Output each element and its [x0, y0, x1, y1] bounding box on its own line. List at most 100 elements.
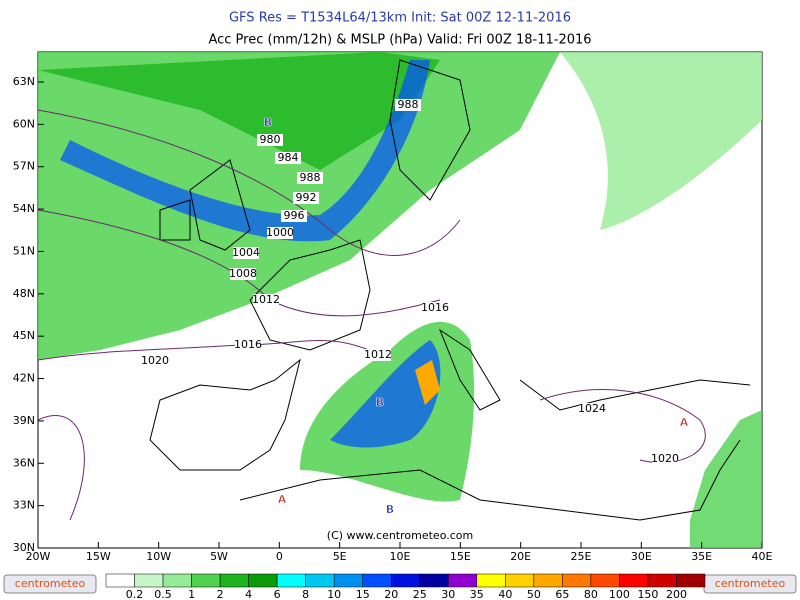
isobar-label: 996 — [284, 209, 305, 222]
colorbar-swatch — [134, 573, 164, 588]
isobar-label-bg — [293, 192, 319, 204]
colorbar-label: 25 — [413, 588, 427, 600]
isobar-label-bg — [142, 355, 168, 367]
colorbar-swatch — [162, 573, 192, 588]
precip-area — [690, 410, 762, 548]
colorbar-label: 1 — [188, 588, 195, 600]
isobar-label: 1020 — [651, 452, 679, 465]
map-area — [37, 51, 763, 549]
isobar-label-bg — [297, 172, 323, 184]
lat-label: 63N — [13, 75, 35, 88]
colorbar-label: 100 — [609, 588, 630, 600]
precip-area — [560, 52, 762, 230]
lon-label: 10E — [390, 550, 411, 563]
lon-label: 10W — [146, 550, 171, 563]
pressure-center: B — [386, 503, 394, 516]
colorbar-label: 40 — [498, 588, 512, 600]
colorbar-swatch — [533, 573, 563, 588]
colorbar-swatch — [390, 573, 421, 588]
isobar-label-bg — [579, 403, 605, 415]
lat-label: 51N — [13, 244, 35, 257]
logo-box — [3, 574, 97, 594]
header-line1: GFS Res = T1534L64/13km Init: Sat 00Z 12… — [229, 11, 571, 26]
isobar-label: 984 — [278, 151, 299, 164]
colorbar-label: 0.5 — [154, 588, 172, 600]
colorbar-swatch — [191, 573, 221, 588]
lat-label: 33N — [13, 499, 35, 512]
isobar-label: 1000 — [266, 226, 294, 239]
isobar-label: 1012 — [364, 348, 392, 361]
isobar-label-bg — [652, 453, 678, 465]
isobar-label-bg — [257, 134, 283, 146]
lat-label: 39N — [13, 414, 35, 427]
lon-label: 35E — [691, 550, 712, 563]
isobar-label-bg — [281, 210, 307, 222]
pressure-center: B — [376, 396, 384, 409]
colorbar-swatch — [676, 573, 706, 588]
colorbar-swatch — [219, 573, 249, 588]
isobar-label-bg — [235, 339, 261, 351]
colorbar-swatch — [248, 573, 278, 588]
colorbar-swatch — [305, 573, 335, 588]
isobar-label: 1004 — [232, 246, 260, 259]
colorbar-label: 4 — [245, 588, 252, 600]
isobar-label-bg — [365, 349, 391, 361]
colorbar-label: 200 — [666, 588, 687, 600]
colorbar-label: 0.2 — [126, 588, 144, 600]
isobar-label: 1024 — [578, 402, 606, 415]
isobar-label-bg — [253, 294, 279, 306]
colorbar-label: 6 — [274, 588, 281, 600]
lon-label: 5W — [210, 550, 228, 563]
precip-area — [38, 52, 440, 170]
isobar-label-bg — [267, 227, 293, 239]
colorbar-label: 8 — [302, 588, 309, 600]
isobar-label-bg — [233, 247, 259, 259]
lon-label: 20W — [26, 550, 51, 563]
isobar-label: 992 — [296, 191, 317, 204]
colorbar-label: 35 — [470, 588, 484, 600]
colorbar-swatch — [448, 573, 478, 588]
logo: centrometeo — [715, 577, 786, 590]
isobar-label: 1020 — [141, 354, 169, 367]
colorbar-swatch — [333, 573, 363, 588]
header-line2: Acc Prec (mm/12h) & MSLP (hPa) Valid: Fr… — [208, 33, 591, 48]
colorbar-swatch — [276, 573, 306, 588]
isobar-label-bg — [230, 268, 256, 280]
lon-label: 30E — [631, 550, 652, 563]
isobar-label: 988 — [300, 171, 321, 184]
lat-label: 42N — [13, 372, 35, 385]
pressure-center: B — [264, 116, 272, 129]
lon-label: 5E — [333, 550, 347, 563]
precip-core — [330, 340, 441, 448]
isobar-label: 1016 — [421, 301, 449, 314]
isobar-label: 1008 — [229, 267, 257, 280]
pressure-center: A — [278, 493, 287, 506]
colorbar-label: 50 — [527, 588, 541, 600]
lat-label: 45N — [13, 329, 35, 342]
isobar-label-bg — [395, 99, 421, 111]
colorbar-label: 10 — [327, 588, 341, 600]
lat-label: 60N — [13, 117, 35, 130]
isobar-label: 1012 — [252, 293, 280, 306]
colorbar-swatch — [647, 573, 677, 588]
colorbar-swatch — [505, 573, 535, 588]
isobar-label: 988 — [398, 98, 419, 111]
colorbar-swatch — [362, 573, 392, 588]
colorbar-swatch — [590, 573, 620, 588]
lon-label: 15W — [86, 550, 111, 563]
colorbar-swatch — [562, 573, 592, 588]
lon-label: 20E — [510, 550, 531, 563]
isobar-label: 980 — [260, 133, 281, 146]
colorbar-label: 65 — [555, 588, 569, 600]
colorbar-swatch — [619, 573, 649, 588]
colorbar-swatch — [476, 573, 506, 588]
lat-label: 36N — [13, 456, 35, 469]
colorbar-label: 150 — [637, 588, 658, 600]
lat-label: 30N — [13, 541, 35, 554]
isobar-label-bg — [275, 152, 301, 164]
lat-label: 48N — [13, 287, 35, 300]
lon-label: 25E — [571, 550, 592, 563]
colorbar-swatch — [105, 573, 135, 588]
copyright: (C) www.centrometeo.com — [327, 529, 473, 542]
